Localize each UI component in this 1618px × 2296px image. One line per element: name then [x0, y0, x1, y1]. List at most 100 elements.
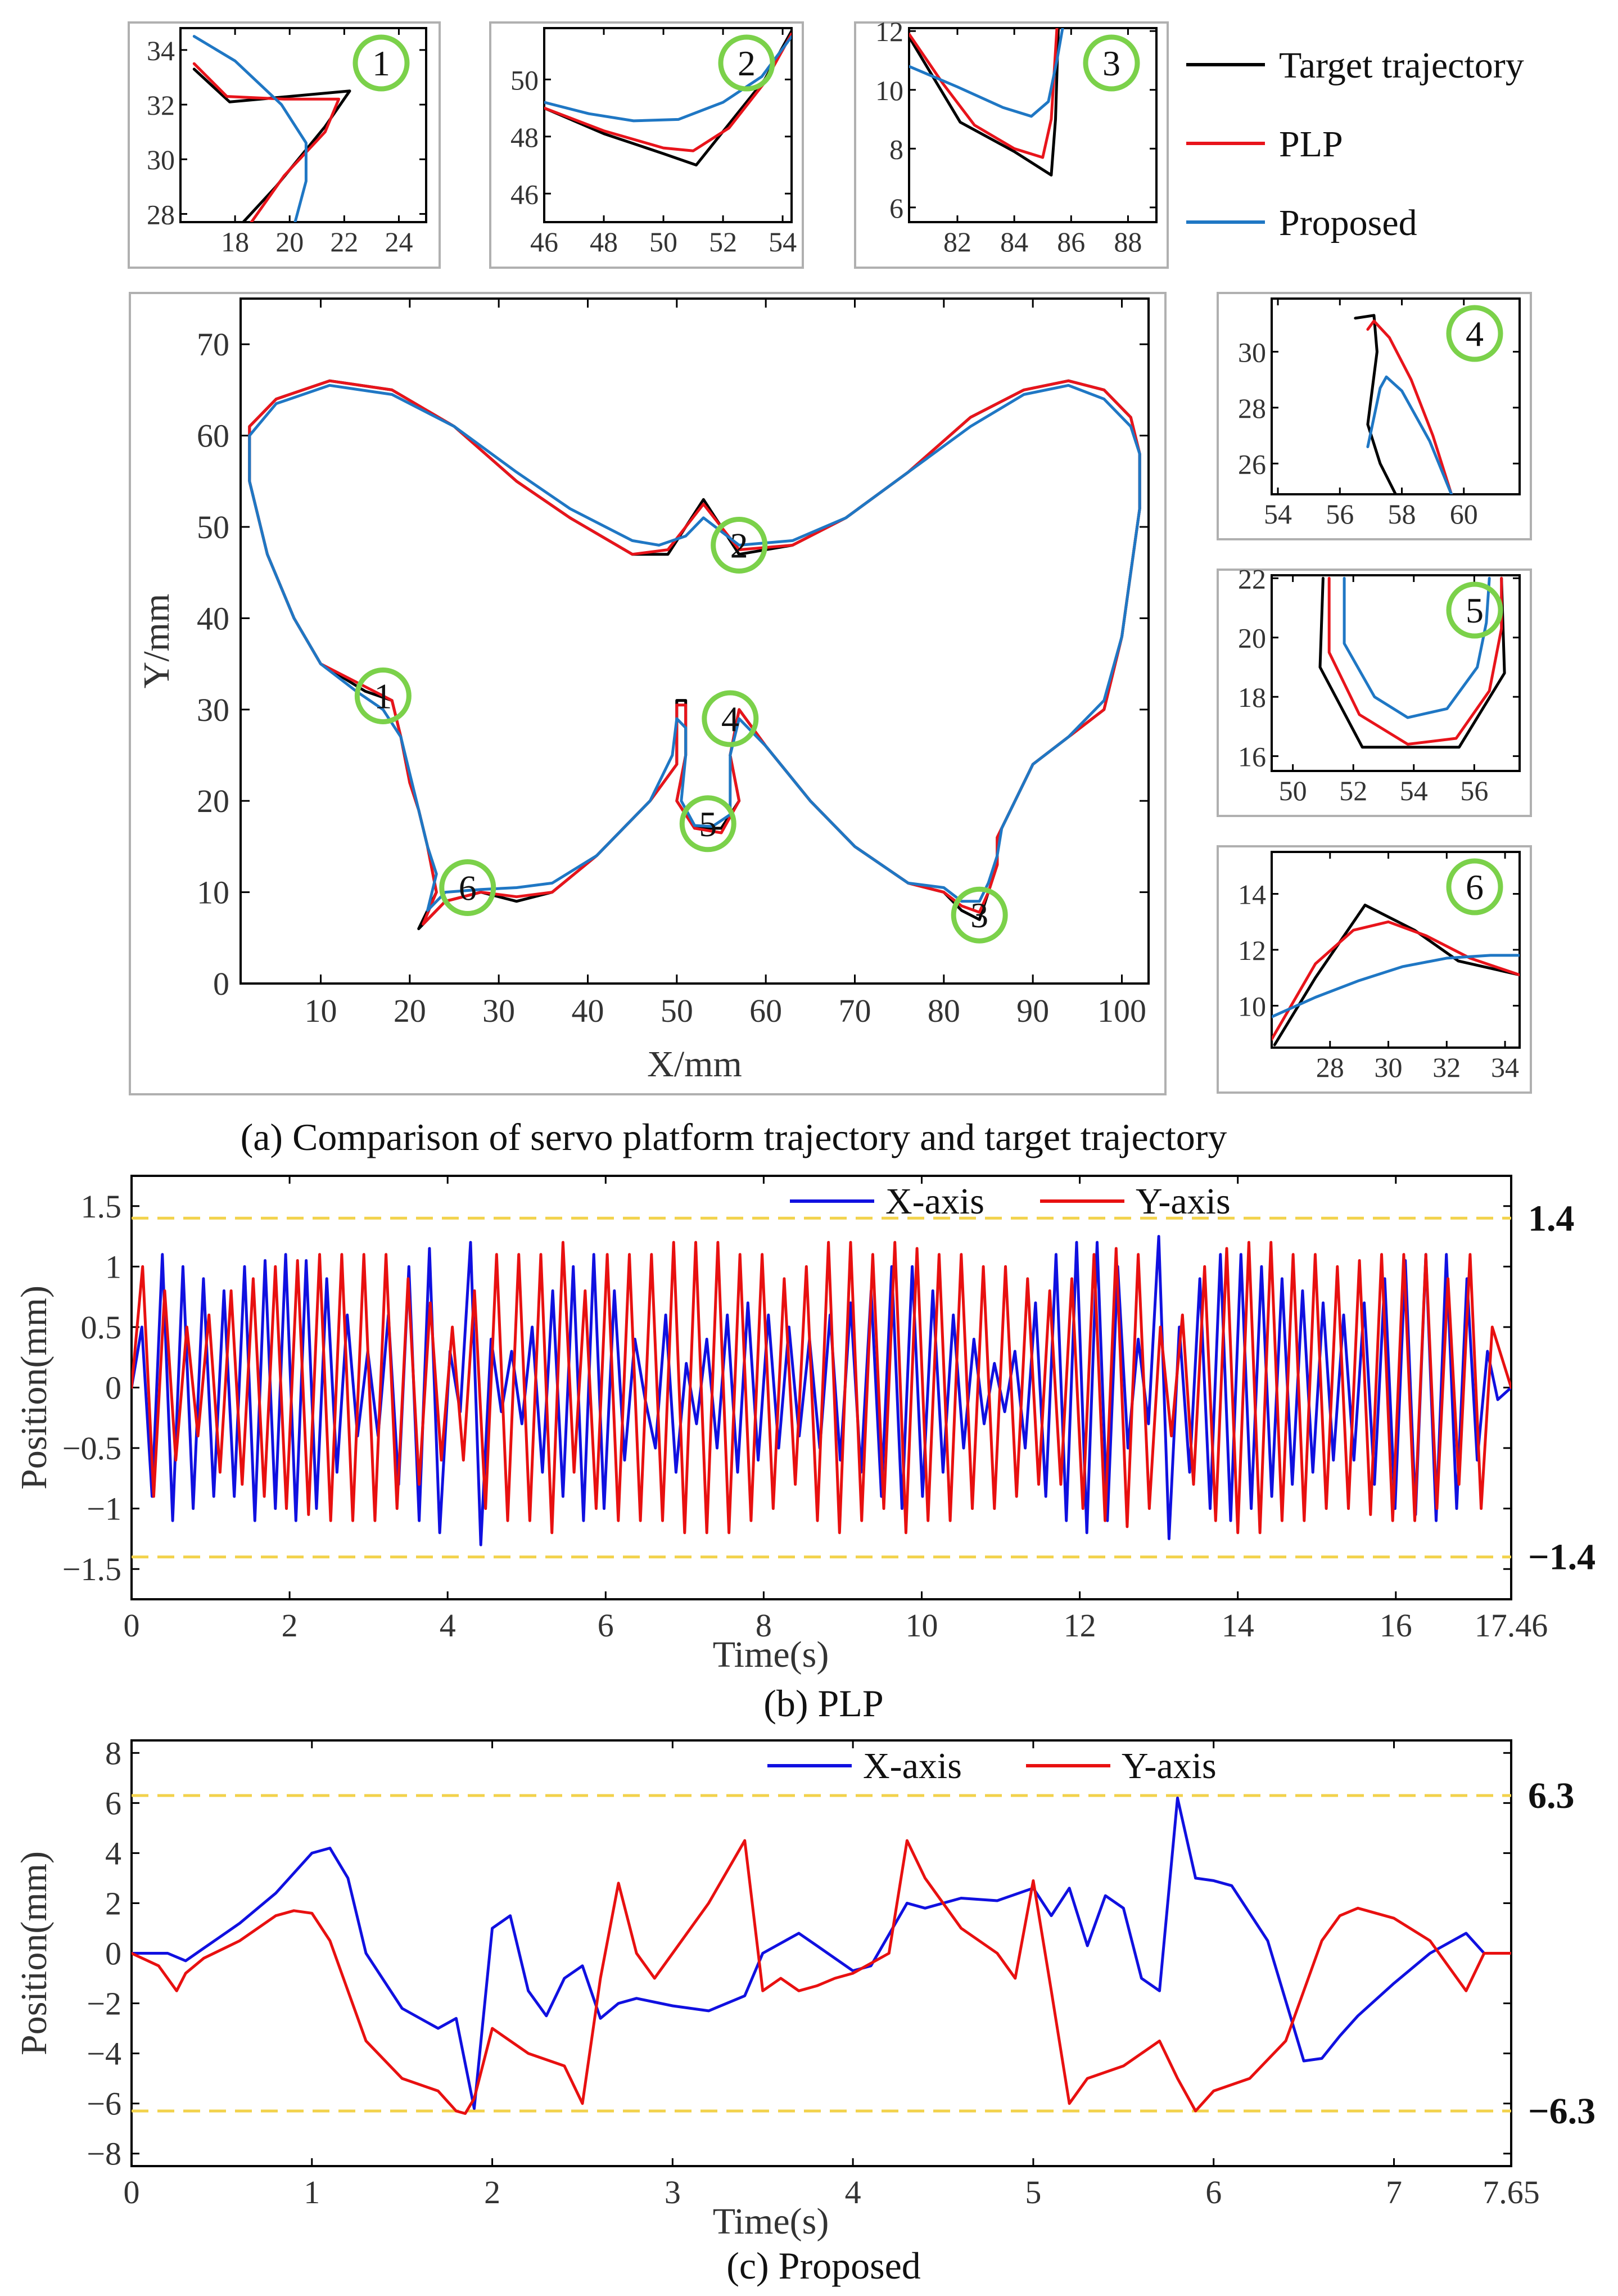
trajectory-panel: 10 20 30 40 50 60 70 80 90 100 0 10 20 30 40 50 60 70 1 2 3 4… — [136, 297, 1150, 1085]
y-tick-label: −8 — [87, 2136, 121, 2172]
zoom-6-target-trajectory-line — [1273, 904, 1520, 1046]
x-tick-label: 54 — [1264, 498, 1292, 530]
y-tick-label: 20 — [197, 783, 229, 819]
x-tick-label: 30 — [482, 993, 515, 1029]
y-tick-label: 10 — [875, 75, 903, 106]
zoom-3-series — [909, 28, 1064, 177]
legend-proposed-label: Proposed — [1279, 202, 1417, 243]
caption-a: (a) Comparison of servo platform traject… — [241, 1116, 1227, 1158]
y-tick-label: 2 — [105, 1885, 121, 1921]
y-tick-label: 70 — [197, 326, 229, 363]
zoom-2-proposed-line — [544, 35, 792, 123]
zoom-1-marker-circle — [352, 34, 410, 92]
x-tick-label: 4 — [440, 1607, 456, 1644]
y-tick-label: 14 — [1238, 879, 1266, 910]
y-tick-label: 12 — [1238, 935, 1266, 966]
zoom-4-plp-line — [1366, 319, 1453, 494]
zoom-4-panel: 54 56 58 60 26 28 30 4 — [1238, 297, 1521, 530]
trajectory-marker-5-circle — [679, 795, 736, 852]
plp-position-legend-label: X-axis — [885, 1181, 984, 1222]
y-tick-label: 30 — [1238, 336, 1266, 368]
x-tick-label: 6 — [1205, 2174, 1222, 2211]
plot-area-frame — [1271, 574, 1521, 772]
trajectory-marker-4-circle — [702, 690, 759, 747]
zoom-3-target-trajectory-line — [909, 28, 1060, 177]
x-tick-label: 7 — [1386, 2174, 1402, 2211]
y-tick-label: 28 — [1238, 393, 1266, 424]
panel-frame-6 — [1217, 569, 1532, 817]
x-tick-label: 52 — [1339, 775, 1367, 806]
trajectory-marker-3-number: 3 — [970, 895, 988, 935]
x-tick-label: 20 — [394, 993, 426, 1029]
plp-position-bound-label: −1.4 — [1528, 1537, 1596, 1578]
x-tick-label: 4 — [845, 2174, 861, 2211]
zoom-2-marker-circle — [718, 34, 775, 92]
x-tick-label: 52 — [709, 226, 737, 258]
y-tick-label: 12 — [875, 16, 903, 47]
x-tick-label: 16 — [1380, 1607, 1412, 1644]
plp-position-legend: X-axis Y-axis — [790, 1181, 1231, 1222]
x-tick-label: 17.46 — [1475, 1607, 1548, 1644]
trajectory-marker-4-number: 4 — [721, 699, 739, 739]
plot-area-frame — [179, 27, 427, 223]
zoom-2-marker-number: 2 — [738, 43, 756, 83]
y-tick-label: 30 — [147, 144, 175, 175]
trajectory-marker-1-number: 1 — [374, 676, 392, 716]
x-tick-label: 10 — [305, 993, 337, 1029]
proposed-position-legend: X-axis Y-axis — [767, 1745, 1217, 1787]
y-tick-label: 46 — [510, 178, 539, 210]
plp-position-y-axis-label: Position(mm) — [13, 1285, 55, 1490]
zoom-1-panel: 18 20 22 24 28 30 32 34 1 — [147, 27, 427, 258]
proposed-position-y-axis-line — [132, 1839, 1511, 2115]
trajectory-marker-5-number: 5 — [699, 804, 717, 844]
zoom-6-panel: 28 30 32 34 10 12 14 6 — [1238, 851, 1521, 1083]
x-tick-label: 0 — [124, 1607, 140, 1644]
zoom-1-marker-number: 1 — [372, 43, 390, 83]
x-tick-label: 56 — [1460, 775, 1488, 806]
proposed-position-series — [132, 1794, 1511, 2115]
zoom-6-series — [1272, 904, 1520, 1046]
trajectory-marker-2-number: 2 — [730, 525, 748, 565]
x-tick-label: 48 — [590, 226, 618, 258]
panel-frame-4 — [129, 292, 1167, 1095]
x-tick-label: 22 — [330, 226, 358, 258]
trajectory-x-axis-label: X/mm — [647, 1044, 742, 1085]
y-tick-label: 50 — [197, 509, 229, 545]
zoom-2-panel: 46 48 50 52 54 46 48 50 2 — [510, 27, 797, 258]
legend-plp-label: PLP — [1279, 124, 1343, 165]
x-tick-label: 84 — [1000, 226, 1028, 258]
panel-frame-7 — [1217, 845, 1532, 1094]
x-tick-label: 2 — [282, 1607, 298, 1644]
proposed-position-legend-label: Y-axis — [1122, 1745, 1217, 1787]
y-tick-label: −1.5 — [62, 1551, 121, 1587]
x-tick-label: 58 — [1388, 498, 1416, 530]
proposed-position-panel: 0 1 2 3 4 5 6 7 7.65 −8 −6 −4 −2 0 2 4 6 8 6.3 −6.3 X-axis Y-… — [13, 1735, 1596, 2242]
x-tick-label: 5 — [1025, 2174, 1041, 2211]
plot-area-frame — [239, 297, 1150, 985]
y-tick-label: 60 — [197, 418, 229, 454]
plp-position-y-axis-line — [132, 1241, 1511, 1535]
zoom-5-marker-number: 5 — [1466, 590, 1484, 630]
x-tick-label: 82 — [943, 226, 971, 258]
trajectory-marker-6-number: 6 — [459, 868, 477, 908]
proposed-position-legend-label: X-axis — [863, 1745, 962, 1787]
y-tick-label: 22 — [1238, 563, 1266, 594]
x-tick-label: 50 — [1279, 775, 1307, 806]
y-tick-label: −0.5 — [62, 1430, 121, 1467]
x-tick-label: 14 — [1222, 1607, 1254, 1644]
plp-position-series — [132, 1216, 1511, 1559]
x-tick-label: 1 — [304, 2174, 320, 2211]
proposed-position-x-axis-line — [132, 1796, 1511, 2110]
x-tick-label: 24 — [385, 226, 413, 258]
zoom-5-marker-circle — [1446, 581, 1503, 639]
zoom-4-proposed-line — [1366, 375, 1453, 494]
proposed-position-x-axis-label: Time(s) — [713, 2201, 829, 2242]
y-tick-label: 8 — [105, 1735, 121, 1771]
trajectory-marker-6-circle — [439, 859, 496, 916]
x-tick-label: 3 — [665, 2174, 681, 2211]
plp-position-bound-label: 1.4 — [1528, 1198, 1575, 1239]
x-tick-label: 60 — [749, 993, 782, 1029]
y-tick-label: 28 — [147, 199, 175, 230]
